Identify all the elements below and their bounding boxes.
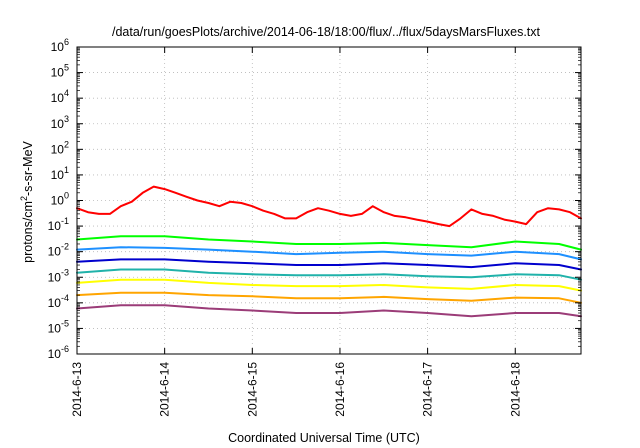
y-tick-labels: 10610510410310210110010-110-210-310-410-…	[48, 37, 69, 361]
series-line	[76, 268, 582, 281]
y-tick-label: 10-1	[48, 216, 69, 233]
series-group	[76, 185, 582, 318]
y-tick-base: 10	[48, 321, 62, 335]
y-tick-label: 10-3	[48, 267, 69, 284]
y-tick-label: 101	[51, 165, 69, 182]
x-tick-label: 2014-6-13	[70, 362, 84, 417]
y-tick-base: 10	[51, 194, 65, 208]
series-line	[76, 258, 582, 271]
y-tick-label: 10-4	[48, 293, 69, 310]
x-axis-title: Coordinated Universal Time (UTC)	[228, 431, 420, 445]
y-tick-exponent: 5	[64, 63, 69, 73]
y-tick-exponent: 1	[64, 165, 69, 175]
y-tick-exponent: 2	[64, 139, 69, 149]
y-tick-base: 10	[51, 117, 65, 131]
y-tick-exponent: -6	[61, 344, 69, 354]
y-axis-title-suffix: -s-sr-MeV	[21, 140, 35, 196]
x-tick-label: 2014-6-16	[333, 362, 347, 417]
x-tick-label: 2014-6-15	[245, 362, 259, 417]
y-axis-title: protons/cm2-s-sr-MeV	[19, 140, 35, 262]
axes	[76, 46, 582, 355]
y-tick-exponent: 6	[64, 37, 69, 47]
y-tick-base: 10	[48, 219, 62, 233]
y-tick-base: 10	[48, 245, 62, 259]
y-tick-base: 10	[48, 270, 62, 284]
y-tick-label: 100	[51, 191, 69, 208]
y-tick-label: 10-2	[48, 242, 69, 259]
y-tick-label: 106	[51, 37, 69, 54]
y-tick-exponent: -1	[61, 216, 69, 226]
x-tick-label: 2014-6-17	[421, 362, 435, 417]
svg-text:protons/cm2-s-sr-MeV: protons/cm2-s-sr-MeV	[19, 140, 35, 262]
y-tick-base: 10	[51, 142, 65, 156]
y-axis-title-prefix: protons/cm	[21, 201, 35, 263]
y-tick-base: 10	[51, 40, 65, 54]
y-tick-exponent: -2	[61, 242, 69, 252]
y-tick-base: 10	[51, 168, 65, 182]
y-tick-base: 10	[51, 91, 65, 105]
y-tick-label: 105	[51, 63, 69, 80]
x-tick-label: 2014-6-14	[158, 362, 172, 417]
plot-frame	[76, 46, 582, 355]
y-tick-exponent: -5	[61, 318, 69, 328]
series-line	[76, 246, 582, 261]
y-tick-exponent: 4	[64, 88, 69, 98]
x-tick-label: 2014-6-18	[508, 362, 522, 417]
y-tick-label: 102	[51, 139, 69, 156]
y-tick-label: 103	[51, 114, 69, 131]
series-line	[76, 235, 582, 251]
y-tick-label: 10-6	[48, 344, 69, 361]
y-tick-exponent: -4	[61, 293, 69, 303]
y-axis-title-superscript: 2	[19, 196, 29, 201]
series-line	[76, 304, 582, 318]
y-tick-base: 10	[48, 347, 62, 361]
series-line	[76, 278, 582, 292]
series-line	[76, 185, 582, 228]
y-tick-exponent: 0	[64, 191, 69, 201]
y-tick-exponent: 3	[64, 114, 69, 124]
y-tick-exponent: -3	[61, 267, 69, 277]
y-tick-label: 104	[51, 88, 69, 105]
y-tick-base: 10	[48, 296, 62, 310]
y-tick-label: 10-5	[48, 318, 69, 335]
chart-title: /data/run/goesPlots/archive/2014-06-18/1…	[112, 25, 541, 39]
series-line	[76, 291, 582, 304]
x-tick-labels: 2014-6-13 2014-6-14 2014-6-15 2014-6-16 2014…	[70, 362, 522, 417]
y-tick-base: 10	[51, 66, 65, 80]
grid	[77, 47, 581, 354]
